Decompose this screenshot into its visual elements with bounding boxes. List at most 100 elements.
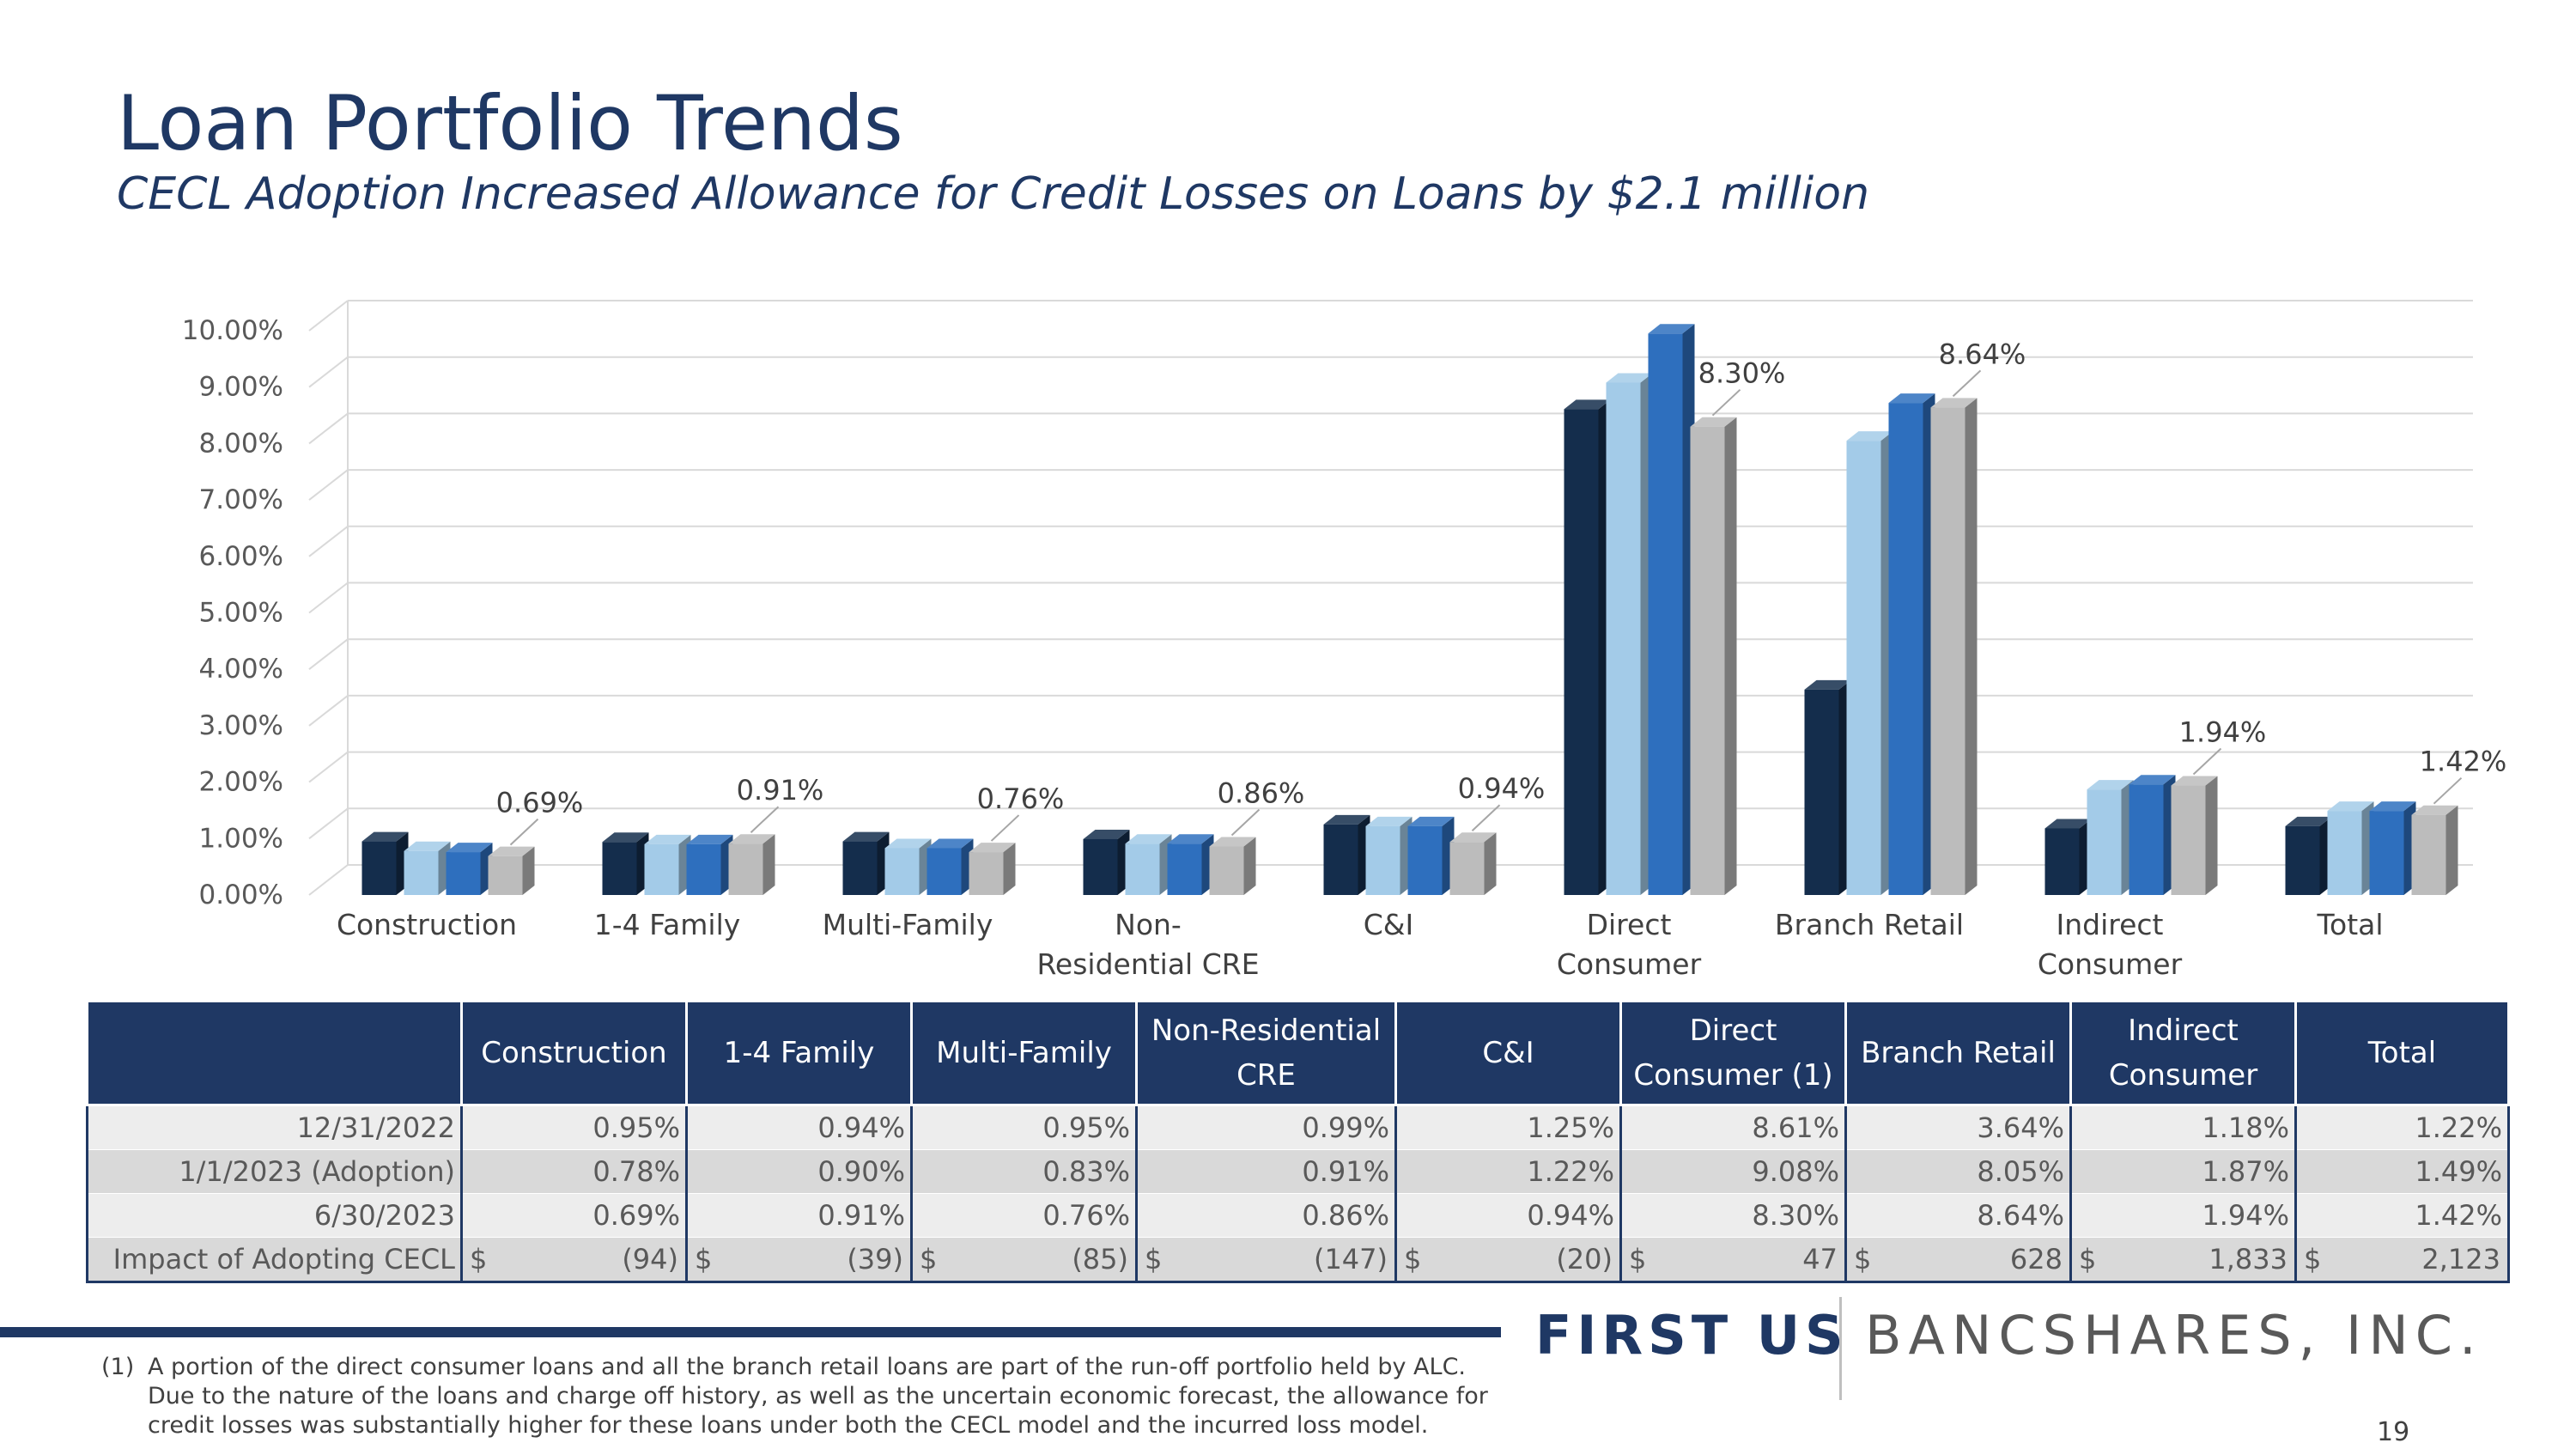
bar xyxy=(969,852,1004,895)
bar xyxy=(1323,824,1358,895)
gridline-depth xyxy=(308,526,349,557)
data-label-leader xyxy=(750,806,780,833)
currency-symbol: $ xyxy=(1404,1243,1422,1275)
table-header-blank xyxy=(86,1000,463,1106)
bar-top xyxy=(1209,837,1256,847)
x-category-label: Indirect xyxy=(2057,908,2164,941)
x-category-label: Consumer xyxy=(1557,947,1702,981)
impact-amount: (85) xyxy=(1072,1243,1128,1275)
table-cell: 0.91% xyxy=(686,1193,913,1238)
currency-symbol: $ xyxy=(470,1243,488,1275)
bar-side xyxy=(2205,776,2218,895)
x-category-label: Multi-Family xyxy=(823,908,993,941)
bar xyxy=(884,848,920,895)
table-header-c-and-i: C&I xyxy=(1394,1000,1622,1106)
gridline-depth xyxy=(308,864,349,896)
bar xyxy=(602,842,637,895)
table-cell: 1.94% xyxy=(2070,1193,2297,1238)
data-label: 1.94% xyxy=(2179,716,2267,749)
impact-cell: $47 xyxy=(1620,1237,1847,1283)
brand-divider xyxy=(1839,1297,1842,1400)
bar-top xyxy=(361,831,409,842)
table-cell: 1.42% xyxy=(2295,1193,2510,1238)
bar-top xyxy=(1804,679,1851,690)
bar xyxy=(1564,409,1599,895)
x-category-label: Consumer xyxy=(2038,947,2183,981)
row-label: 1/1/2023 (Adoption) xyxy=(86,1149,463,1194)
data-label: 0.76% xyxy=(977,782,1065,815)
table-cell: 8.05% xyxy=(1845,1149,2072,1194)
bar-top xyxy=(2087,780,2134,790)
impact-amount: 1,833 xyxy=(2208,1243,2287,1275)
currency-symbol: $ xyxy=(695,1243,713,1275)
bar xyxy=(644,843,679,895)
table-cell: 0.91% xyxy=(1136,1149,1397,1194)
gridline-depth xyxy=(308,807,349,840)
bar-top xyxy=(842,831,890,842)
y-tick-label: 2.00% xyxy=(199,767,283,798)
y-tick-label: 6.00% xyxy=(199,541,283,572)
impact-amount: (147) xyxy=(1313,1243,1388,1275)
gridline-depth xyxy=(308,581,349,614)
y-tick-label: 10.00% xyxy=(182,315,283,346)
y-tick-label: 4.00% xyxy=(199,654,283,685)
bar xyxy=(1167,843,1202,895)
row-label: 6/30/2023 xyxy=(86,1193,463,1238)
impact-amount: 2,123 xyxy=(2421,1243,2500,1275)
table-cell: 3.64% xyxy=(1845,1105,2072,1150)
data-label-leader xyxy=(990,814,1020,842)
bar xyxy=(2327,811,2362,895)
bar-top xyxy=(969,843,1016,853)
bar-top xyxy=(2285,816,2332,826)
bar-top xyxy=(1690,417,1737,427)
currency-symbol: $ xyxy=(1145,1243,1163,1275)
data-label: 0.86% xyxy=(1218,776,1305,809)
data-label: 8.64% xyxy=(1939,338,2026,370)
table-cell: 0.95% xyxy=(911,1105,1138,1150)
bar xyxy=(842,841,878,895)
impact-cell: $628 xyxy=(1845,1237,2072,1283)
brand-logo-bancshares: BANCSHARES, INC. xyxy=(1865,1304,2483,1367)
bar-top xyxy=(2129,775,2176,785)
data-label-leader xyxy=(1471,804,1501,831)
table-row: 12/31/2022 0.95% 0.94% 0.95% 0.99% 1.25%… xyxy=(86,1105,2510,1150)
x-category-label: Direct xyxy=(1587,908,1672,941)
currency-symbol: $ xyxy=(920,1243,938,1275)
table-cell: 0.99% xyxy=(1136,1105,1397,1150)
bar-side xyxy=(762,834,775,895)
data-label: 0.91% xyxy=(737,774,824,807)
table-cell: 0.69% xyxy=(461,1193,688,1238)
bar-side xyxy=(1965,398,1978,895)
data-label: 0.69% xyxy=(496,787,584,819)
currency-symbol: $ xyxy=(2079,1243,2097,1275)
bar xyxy=(686,843,721,895)
bar-top xyxy=(2327,801,2374,812)
bar-top xyxy=(446,843,493,853)
page-subtitle: CECL Adoption Increased Allowance for Cr… xyxy=(117,168,1870,220)
x-category-label: Branch Retail xyxy=(1775,908,1964,941)
page-title: Loan Portfolio Trends xyxy=(117,79,903,167)
bar-top xyxy=(1167,834,1214,844)
bar-top xyxy=(1606,373,1653,383)
bar xyxy=(2044,828,2080,895)
currency-symbol: $ xyxy=(1629,1243,1647,1275)
bar xyxy=(1888,403,1923,895)
x-category-label: 1-4 Family xyxy=(594,908,741,941)
currency-symbol: $ xyxy=(2304,1243,2322,1275)
impact-cell: $ (20) xyxy=(1395,1237,1622,1283)
y-tick-label: 8.00% xyxy=(199,428,283,459)
table-cell: 0.86% xyxy=(1136,1193,1397,1238)
footnote-line: Due to the nature of the loans and charg… xyxy=(148,1383,1488,1409)
table-header-construction: Construction xyxy=(460,1000,688,1106)
bar xyxy=(1804,689,1839,895)
gridline-depth xyxy=(308,695,349,727)
brand-logo-first-us: FIRST US xyxy=(1535,1304,1849,1367)
bar-top xyxy=(644,834,691,844)
bar xyxy=(2087,789,2122,895)
table-header-row: Construction 1-4 Family Multi-Family Non… xyxy=(86,1000,2510,1106)
table-cell: 9.08% xyxy=(1620,1149,1847,1194)
table-row: 1/1/2023 (Adoption) 0.78% 0.90% 0.83% 0.… xyxy=(86,1149,2510,1194)
row-label: 12/31/2022 xyxy=(86,1105,463,1150)
currency-symbol: $ xyxy=(1854,1243,1872,1275)
impact-label: Impact of Adopting CECL xyxy=(86,1237,463,1283)
